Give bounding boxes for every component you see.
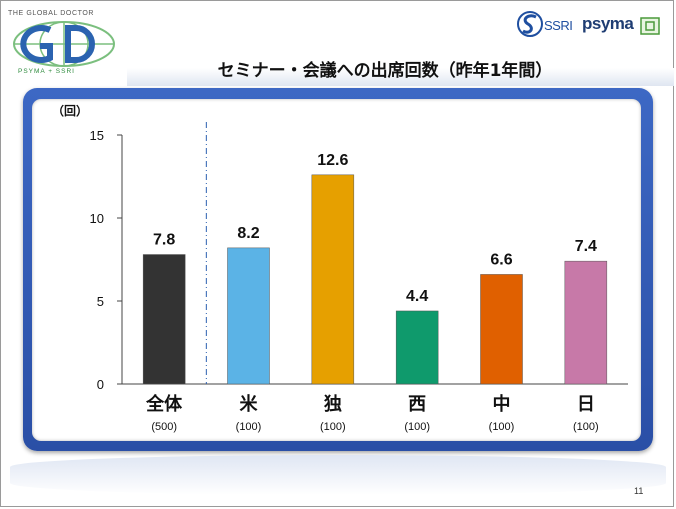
bar xyxy=(227,247,270,385)
bar xyxy=(564,260,608,385)
globe-logo-icon xyxy=(13,21,115,67)
y-tick-label: 5 xyxy=(97,294,104,309)
y-tick-label: 15 xyxy=(90,128,104,143)
sample-size-label: (100) xyxy=(404,421,430,433)
category-label: 独 xyxy=(324,393,342,415)
y-tick-label: 10 xyxy=(90,211,104,226)
ssri-psyma-logo: SSRI psyma xyxy=(514,8,664,38)
header-band xyxy=(127,68,674,86)
logo-tagline: THE GLOBAL DOCTOR xyxy=(8,10,95,17)
page-number: 11 xyxy=(634,486,644,496)
psyma-wordmark: psyma xyxy=(582,14,634,33)
psyma-mark-icon xyxy=(640,17,660,35)
category-label: 全体 xyxy=(145,393,183,415)
logo-subline: PSYMA + SSRI xyxy=(18,68,75,75)
data-label: 8.2 xyxy=(237,225,259,242)
global-doctor-logo: THE GLOBAL DOCTOR PSYMA + SSRI xyxy=(2,2,127,86)
y-tick-label: 0 xyxy=(97,377,104,392)
sample-size-label: (500) xyxy=(151,421,177,433)
floor-reflection xyxy=(10,455,666,495)
sample-size-label: (100) xyxy=(236,421,262,433)
category-label: 米 xyxy=(240,393,259,415)
data-label: 6.6 xyxy=(490,251,512,268)
y-axis-unit-label: （回） xyxy=(52,103,88,118)
page-title: セミナー・会議への出席回数（昨年1年間） xyxy=(217,61,553,81)
category-label: 中 xyxy=(493,393,511,415)
ssri-swirl-icon xyxy=(517,11,543,37)
sample-size-label: (100) xyxy=(489,421,515,433)
data-label: 12.6 xyxy=(317,152,348,169)
data-label: 4.4 xyxy=(406,288,428,305)
category-label: 日 xyxy=(577,394,595,415)
data-label: 7.4 xyxy=(575,238,597,255)
ssri-wordmark: SSRI xyxy=(544,18,573,33)
category-label: 西 xyxy=(408,394,426,415)
data-label: 7.8 xyxy=(153,232,175,249)
sample-size-label: (100) xyxy=(320,421,346,433)
bar xyxy=(395,310,439,385)
bar xyxy=(142,254,186,385)
bar xyxy=(480,274,523,385)
bar xyxy=(311,174,355,385)
sample-size-label: (100) xyxy=(573,421,599,433)
